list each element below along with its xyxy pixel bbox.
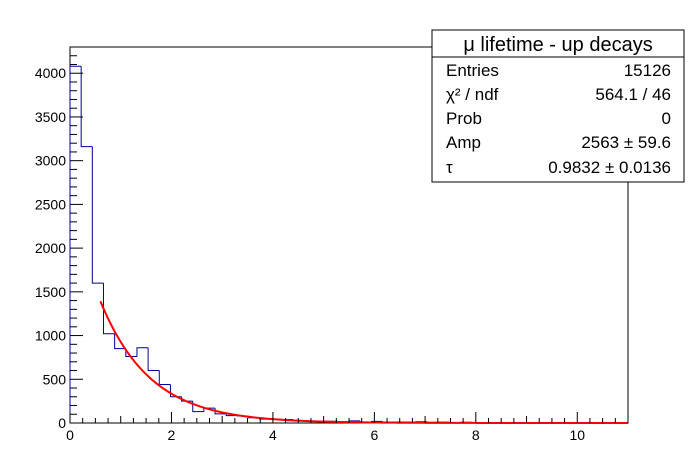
- stats-box-border: [431, 29, 685, 183]
- y-tick-label: 3000: [35, 153, 66, 169]
- stats-label-prob: Prob: [446, 109, 482, 128]
- fit-curve: [99, 300, 628, 424]
- fit-line: [99, 300, 628, 424]
- y-tick-label: 2500: [35, 196, 66, 212]
- histogram-bin: [91, 146, 104, 284]
- histogram-bin: [136, 347, 149, 357]
- stats-label-tau: τ: [446, 158, 453, 177]
- histogram-bin: [102, 283, 115, 335]
- histogram-bin: [147, 347, 160, 372]
- histogram-bin: [69, 65, 82, 423]
- y-tick-label: 0: [58, 415, 66, 431]
- y-tick-label: 1500: [35, 284, 66, 300]
- stats-value-amp: 2563 ± 59.6: [581, 133, 671, 152]
- y-tick-label: 2000: [35, 240, 66, 256]
- x-tick-label: 10: [569, 427, 585, 443]
- histogram-bin: [158, 370, 171, 386]
- stats-label-chi2-ndf: χ² / ndf: [446, 85, 499, 104]
- y-tick-label: 1000: [35, 328, 66, 344]
- y-tick-label: 500: [43, 371, 67, 387]
- stats-label-entries: Entries: [446, 61, 499, 80]
- y-tick-label: 3500: [35, 109, 66, 125]
- stats-value-tau: 0.9832 ± 0.0136: [548, 158, 671, 177]
- stats-value-prob: 0: [662, 109, 671, 128]
- y-tick-label: 4000: [35, 65, 66, 81]
- stats-value-entries: 15126: [624, 61, 671, 80]
- stats-title: μ lifetime - up decays: [463, 34, 652, 56]
- x-tick-label: 4: [269, 427, 277, 443]
- histogram-bin: [80, 66, 93, 148]
- x-tick-label: 6: [370, 427, 378, 443]
- x-tick-label: 8: [472, 427, 480, 443]
- axes: 0 2 4 6 8 10 0 500 1000 1500 2000 2500 3000 3500 4000: [35, 46, 629, 443]
- stats-label-amp: Amp: [446, 133, 481, 152]
- stats-box: μ lifetime - up decays Entries 15126 χ² …: [431, 29, 685, 183]
- stats-value-chi2-ndf: 564.1 / 46: [595, 85, 671, 104]
- x-tick-label: 0: [66, 427, 74, 443]
- x-tick-label: 2: [168, 427, 176, 443]
- histogram-bin: [114, 333, 126, 350]
